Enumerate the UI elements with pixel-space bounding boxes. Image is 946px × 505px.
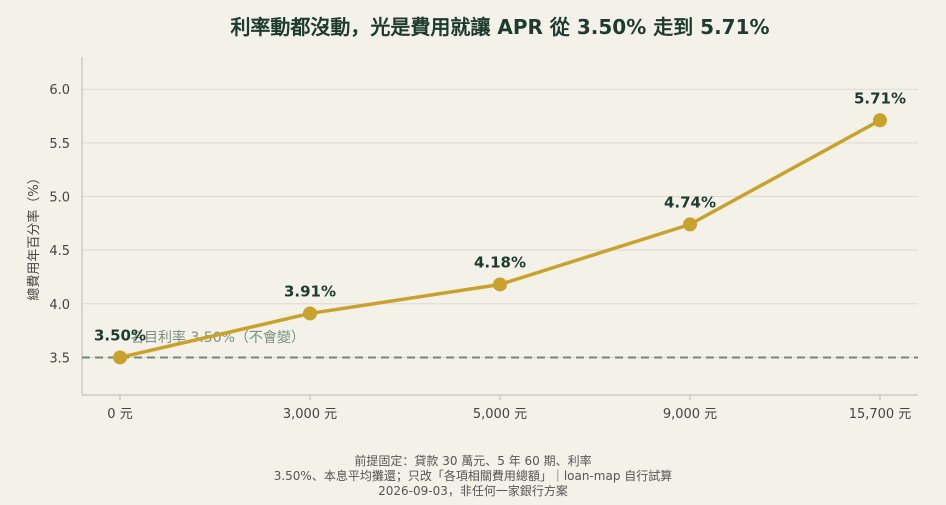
grid-lines [82,88,918,358]
footnote-line-1: 前提固定：貸款 30 萬元、5 年 60 期、利率 [354,453,591,468]
y-tick-label: 6.0 [49,83,70,98]
y-tick-label: 5.0 [49,190,70,205]
reference-line-label: 名目利率 3.50%（不會變） [130,329,305,346]
y-axis-label: 總費用年百分率（%） [26,171,42,300]
axes [81,57,918,400]
data-label: 3.50% [94,326,146,344]
data-label: 4.74% [664,193,716,211]
data-label: 5.71% [854,89,906,107]
series-line [119,118,881,360]
data-labels: 3.50% 3.91% 4.18% 4.74% 5.71% [94,89,906,344]
x-tick-labels: 0 元 3,000 元 5,000 元 9,000 元 15,700 元 [107,407,911,422]
chart-title: 利率動都沒動，光是費用就讓 APR 從 3.50% 走到 5.71% [230,15,769,39]
x-tick-label: 3,000 元 [283,407,337,422]
data-point [873,113,887,128]
footnote-line-2: 3.50%、本息平均攤還；只改「各項相關費用總額」｜loan-map 自行試算 [274,468,673,483]
series-group [113,113,887,365]
y-tick-labels: 3.5 4.0 4.5 5.0 5.5 6.0 [49,83,70,366]
data-point [683,217,697,232]
x-tick-label: 15,700 元 [849,407,912,422]
x-tick-label: 0 元 [107,407,132,422]
data-point [493,277,507,292]
data-label: 3.91% [284,282,336,300]
data-label: 4.18% [474,253,526,271]
data-point [303,306,317,321]
x-tick-label: 9,000 元 [663,407,717,422]
y-tick-label: 4.0 [49,298,70,313]
footnote: 前提固定：貸款 30 萬元、5 年 60 期、利率 3.50%、本息平均攤還；只… [274,453,673,498]
footnote-line-3: 2026-09-03，非任何一家銀行方案 [378,483,568,498]
x-tick-label: 5,000 元 [473,407,527,422]
reference-line-group: 名目利率 3.50%（不會變） [82,329,918,359]
y-tick-label: 3.5 [49,351,70,366]
y-tick-label: 4.5 [49,244,70,259]
data-point [113,350,127,365]
y-tick-label: 5.5 [49,137,70,152]
